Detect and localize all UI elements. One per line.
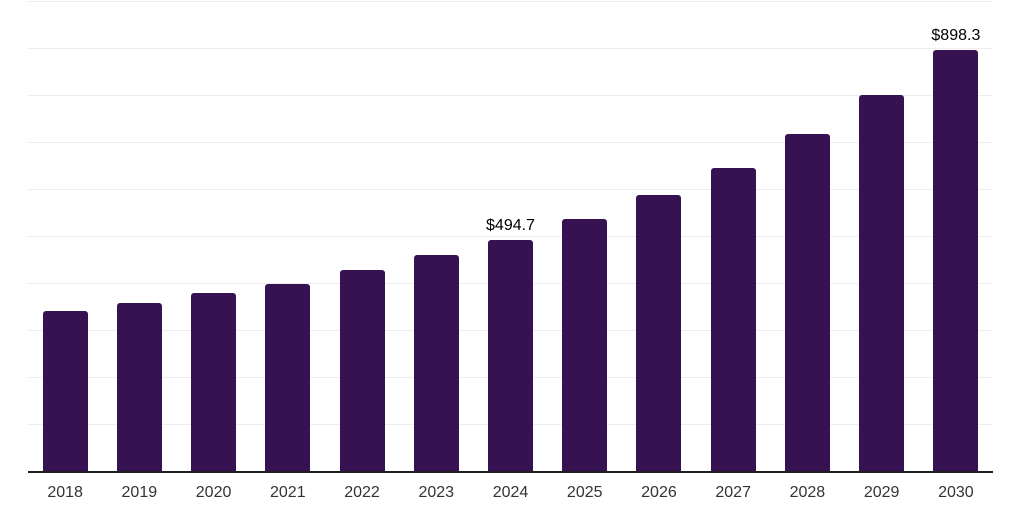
data-label-2030: $898.3	[931, 26, 981, 44]
x-tick-label-2021: 2021	[270, 484, 306, 501]
gridline-700	[28, 142, 993, 143]
bar-2022	[339, 270, 385, 472]
data-label-2024: $494.7	[486, 216, 535, 234]
bar-2026	[636, 194, 682, 472]
bar-2019	[116, 302, 162, 472]
bar-2021	[265, 283, 311, 472]
gridline-800	[28, 95, 993, 96]
x-tick-label-2028: 2028	[789, 484, 826, 501]
gridline-1000	[28, 1, 993, 2]
x-tick-label-2018: 2018	[47, 484, 83, 501]
bar-2020	[191, 293, 237, 472]
x-tick-label-2019: 2019	[121, 484, 158, 501]
x-tick-label-2026: 2026	[641, 484, 677, 501]
x-tick-label-2029: 2029	[863, 484, 900, 501]
gridline-900	[28, 48, 993, 49]
bar-2029	[859, 95, 905, 472]
x-tick-label-2025: 2025	[566, 484, 603, 501]
bar-2025	[562, 218, 608, 472]
x-tick-label-2027: 2027	[715, 484, 751, 501]
bar-2030	[933, 49, 979, 472]
x-axis-line	[28, 471, 993, 473]
bar-2027	[710, 167, 756, 472]
gridline-500	[28, 236, 993, 237]
x-tick-label-2022: 2022	[344, 484, 380, 501]
x-tick-label-2024: 2024	[492, 484, 529, 501]
x-tick-label-2020: 2020	[195, 484, 232, 501]
plot-area: $494.7 $898.3	[28, 1, 993, 472]
bar-2023	[413, 255, 459, 472]
bar-2024	[488, 239, 533, 472]
x-tick-label-2030: 2030	[938, 484, 974, 501]
bar-2028	[784, 134, 830, 472]
x-tick-label-2023: 2023	[418, 484, 455, 501]
bar-2018	[42, 311, 88, 472]
gridline-600	[28, 189, 993, 190]
